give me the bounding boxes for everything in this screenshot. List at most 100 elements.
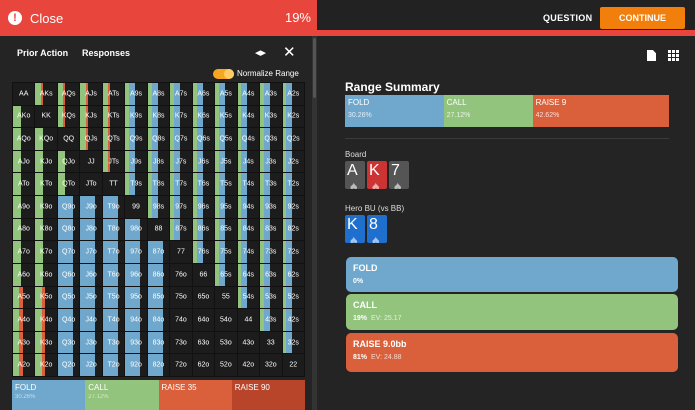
hand-cell[interactable]: K9s: [125, 105, 147, 128]
hand-cell[interactable]: 93o: [125, 331, 147, 354]
hand-cell[interactable]: 72o: [170, 354, 192, 376]
hand-cell[interactable]: A8s: [147, 83, 170, 105]
hand-cell[interactable]: K2o: [35, 354, 57, 376]
hand-cell[interactable]: J4s: [237, 150, 260, 173]
hand-cell[interactable]: 74o: [170, 309, 192, 331]
hand-cell[interactable]: 97o: [125, 241, 147, 263]
hand-cell[interactable]: J2o: [80, 354, 102, 376]
hand-cell[interactable]: JJ: [80, 150, 102, 173]
hand-cell[interactable]: Q3o: [57, 331, 80, 354]
hand-cell[interactable]: A7s: [170, 83, 192, 105]
hand-cell[interactable]: A5o: [13, 286, 35, 309]
hand-cell[interactable]: J8o: [80, 218, 102, 241]
hand-cell[interactable]: T7s: [170, 173, 192, 196]
hand-cell[interactable]: 83s: [260, 218, 282, 241]
hand-cell[interactable]: A5s: [215, 83, 237, 105]
hand-cell[interactable]: 52s: [282, 286, 304, 309]
hand-cell[interactable]: A9o: [13, 196, 35, 218]
hand-cell[interactable]: A3o: [13, 331, 35, 354]
hand-cell[interactable]: 53s: [260, 286, 282, 309]
hand-cell[interactable]: 63s: [260, 263, 282, 286]
hand-cell[interactable]: 96s: [192, 196, 215, 218]
hand-cell[interactable]: Q4s: [237, 128, 260, 150]
hand-cell[interactable]: 82o: [147, 354, 170, 376]
hand-cell[interactable]: 52o: [215, 354, 237, 376]
hand-cell[interactable]: 64o: [192, 309, 215, 331]
hand-cell[interactable]: 86o: [147, 263, 170, 286]
hand-cell[interactable]: QTo: [57, 173, 80, 196]
hand-cell[interactable]: 95o: [125, 286, 147, 309]
hand-cell[interactable]: 55: [215, 286, 237, 309]
hand-cell[interactable]: T7o: [102, 241, 125, 263]
hand-cell[interactable]: ATo: [13, 173, 35, 196]
hand-cell[interactable]: J7s: [170, 150, 192, 173]
hand-cell[interactable]: 76s: [192, 241, 215, 263]
hand-cell[interactable]: 32o: [260, 354, 282, 376]
hand-cell[interactable]: Q3s: [260, 128, 282, 150]
scrollbar-thumb[interactable]: [313, 38, 316, 98]
hand-cell[interactable]: 73s: [260, 241, 282, 263]
hand-cell[interactable]: QJs: [80, 128, 102, 150]
hand-cell[interactable]: J6s: [192, 150, 215, 173]
hand-cell[interactable]: K8s: [147, 105, 170, 128]
continue-button[interactable]: CONTINUE: [600, 7, 685, 29]
hand-cell[interactable]: Q8o: [57, 218, 80, 241]
hand-cell[interactable]: J9s: [125, 150, 147, 173]
hand-cell[interactable]: Q2o: [57, 354, 80, 376]
hand-cell[interactable]: K9o: [35, 196, 57, 218]
hand-cell[interactable]: A2s: [282, 83, 304, 105]
hand-cell[interactable]: K4o: [35, 309, 57, 331]
hand-cell[interactable]: A3s: [260, 83, 282, 105]
hand-cell[interactable]: 85o: [147, 286, 170, 309]
swap-icon[interactable]: ◂▸: [255, 47, 267, 59]
hand-cell[interactable]: T3s: [260, 173, 282, 196]
hand-cell[interactable]: T8s: [147, 173, 170, 196]
tab-prior-action[interactable]: Prior Action: [17, 48, 69, 58]
hand-cell[interactable]: 43s: [260, 309, 282, 331]
action-option[interactable]: RAISE 9.0bb 81% EV: 24.88: [346, 333, 678, 372]
hand-cell[interactable]: Q7o: [57, 241, 80, 263]
close-bar[interactable]: ! Close 19%: [0, 0, 317, 36]
hand-cell[interactable]: J5s: [215, 150, 237, 173]
hand-cell[interactable]: 92o: [125, 354, 147, 376]
hand-cell[interactable]: 54o: [215, 309, 237, 331]
hand-cell[interactable]: J3o: [80, 331, 102, 354]
hand-cell[interactable]: JTo: [80, 173, 102, 196]
hand-cell[interactable]: K3s: [260, 105, 282, 128]
hand-cell[interactable]: 76o: [170, 263, 192, 286]
hand-cell[interactable]: T6o: [102, 263, 125, 286]
hand-cell[interactable]: 42s: [282, 309, 304, 331]
hand-cell[interactable]: A4o: [13, 309, 35, 331]
hand-cell[interactable]: AQs: [57, 83, 80, 105]
hand-cell[interactable]: K5o: [35, 286, 57, 309]
hand-cell[interactable]: KJo: [35, 150, 57, 173]
hand-cell[interactable]: Q2s: [282, 128, 304, 150]
hand-cell[interactable]: Q5s: [215, 128, 237, 150]
hand-cell[interactable]: T5o: [102, 286, 125, 309]
hand-cell[interactable]: Q4o: [57, 309, 80, 331]
hand-cell[interactable]: K7s: [170, 105, 192, 128]
tab-responses[interactable]: Responses: [82, 48, 131, 58]
hand-cell[interactable]: Q9o: [57, 196, 80, 218]
hand-cell[interactable]: 62o: [192, 354, 215, 376]
action-option[interactable]: CALL 19% EV: 25.17: [346, 294, 678, 330]
hand-cell[interactable]: T9s: [125, 173, 147, 196]
hand-cell[interactable]: K6s: [192, 105, 215, 128]
hand-cell[interactable]: KTs: [102, 105, 125, 128]
hand-cell[interactable]: 22: [282, 354, 304, 376]
hand-cell[interactable]: 44: [237, 309, 260, 331]
question-button[interactable]: QUESTION: [543, 13, 593, 23]
hand-cell[interactable]: AKs: [35, 83, 57, 105]
hand-cell[interactable]: J4o: [80, 309, 102, 331]
hand-cell[interactable]: TT: [102, 173, 125, 196]
hand-cell[interactable]: Q5o: [57, 286, 80, 309]
hand-cell[interactable]: KQo: [35, 128, 57, 150]
hand-cell[interactable]: 77: [170, 241, 192, 263]
hand-cell[interactable]: 93s: [260, 196, 282, 218]
hand-cell[interactable]: 92s: [282, 196, 304, 218]
hand-cell[interactable]: 66: [192, 263, 215, 286]
hand-cell[interactable]: J6o: [80, 263, 102, 286]
hand-cell[interactable]: T8o: [102, 218, 125, 241]
hand-cell[interactable]: Q6s: [192, 128, 215, 150]
hand-cell[interactable]: T6s: [192, 173, 215, 196]
